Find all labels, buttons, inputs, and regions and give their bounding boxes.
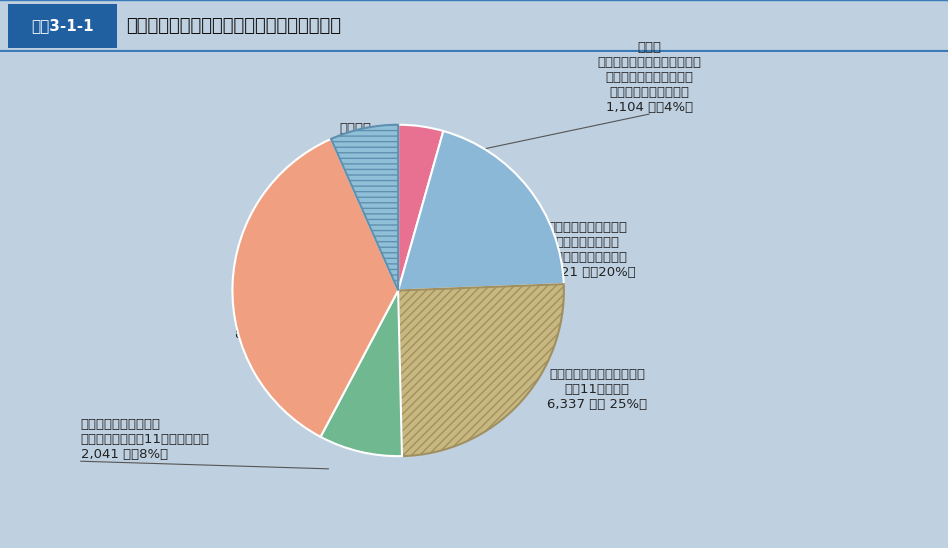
Wedge shape — [320, 290, 402, 456]
Wedge shape — [398, 131, 564, 290]
Text: 図表3-1-1: 図表3-1-1 — [30, 19, 94, 33]
Text: 男女雇用機会均等法に関する相談内容の内訳: 男女雇用機会均等法に関する相談内容の内訳 — [126, 17, 341, 35]
Text: その他、
1,668 件
（７%）: その他、 1,668 件 （７%） — [331, 122, 380, 165]
Wedge shape — [232, 139, 398, 437]
Wedge shape — [398, 284, 564, 456]
Text: 妊娠・出産等に関する
ハラスメント（第11条の３関係）
2,041 件（8%）: 妊娠・出産等に関する ハラスメント（第11条の３関係） 2,041 件（8%） — [81, 418, 210, 461]
Wedge shape — [331, 125, 398, 290]
Text: セクシュアルハラスメント
（第11条関係）
6,337 件（ 25%）: セクシュアルハラスメント （第11条関係） 6,337 件（ 25%） — [547, 368, 647, 411]
Wedge shape — [398, 125, 444, 290]
Text: 婚姻、妊娠・出産等を
理由とする不利益
取扱い（第９条関係）
5,021 件（20%）: 婚姻、妊娠・出産等を 理由とする不利益 取扱い（第９条関係） 5,021 件（2… — [539, 221, 636, 279]
Text: 性差別
（募集・採用、配置・昇進、
教育訓練、間接差別等）
（第５条〜８条関係）
1,104 件（4%）: 性差別 （募集・採用、配置・昇進、 教育訓練、間接差別等） （第５条〜８条関係）… — [597, 41, 702, 114]
Bar — [8, 4, 117, 48]
Text: 母性健康管理
（第12条、13条関係）
8,938 件（ 36%）: 母性健康管理 （第12条、13条関係） 8,938 件（ 36%） — [234, 298, 335, 341]
